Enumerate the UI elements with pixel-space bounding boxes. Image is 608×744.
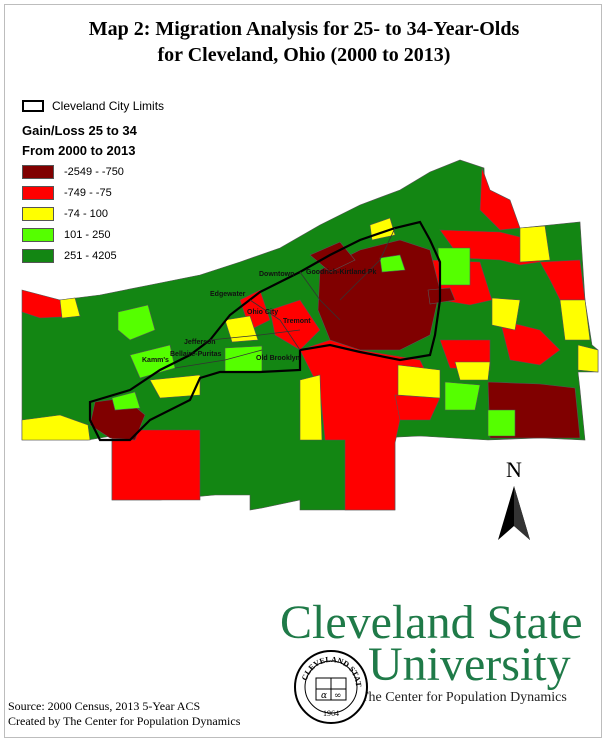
legend-city-limits: Cleveland City Limits: [22, 97, 212, 115]
north-arrow: N: [494, 458, 534, 549]
red-areas: [21, 167, 586, 511]
light-green-areas: [111, 247, 516, 437]
legend-swatch: [22, 185, 54, 200]
label-downtown: Downtown: [259, 271, 294, 278]
svg-text:∞: ∞: [334, 691, 342, 701]
source-line-2: Created by The Center for Population Dyn…: [8, 714, 241, 728]
seal-year: 1964: [323, 709, 339, 718]
city-limits-swatch: [22, 100, 44, 112]
map-legend: Cleveland City Limits Gain/Loss 25 to 34…: [22, 97, 212, 266]
place-labels: Downtown Goodrich-Kirtland Pk Edgewater …: [142, 269, 377, 364]
legend-item: -74 - 100: [22, 203, 212, 224]
legend-item-label: -749 - -75: [64, 186, 112, 199]
label-ohio-city: Ohio City: [247, 309, 278, 316]
csu-seal-icon: CLEVELAND STATE α ∞ 1964: [292, 648, 368, 724]
neighborhood-lines: [174, 227, 396, 369]
label-bellaire-puritas: Bellaire-Puritas: [170, 351, 221, 358]
legend-item: 251 - 4205: [22, 245, 212, 266]
source-note: Source: 2000 Census, 2013 5-Year ACS Cre…: [8, 699, 240, 729]
legend-item-label: 251 - 4205: [64, 249, 117, 262]
legend-items: -2549 - -750 -749 - -75 -74 - 100 101 - …: [22, 161, 212, 266]
legend-item: -749 - -75: [22, 182, 212, 203]
label-edgewater: Edgewater: [210, 291, 246, 298]
legend-swatch: [22, 248, 54, 263]
north-label: N: [506, 457, 522, 482]
label-old-brooklyn: Old Brooklyn: [256, 355, 300, 362]
yellow-areas: [21, 217, 599, 441]
label-kamms: Kamm's: [142, 357, 169, 364]
source-line-1: Source: 2000 Census, 2013 5-Year ACS: [8, 699, 201, 713]
legend-item-label: 101 - 250: [64, 228, 111, 241]
csu-name-line-2: University: [368, 638, 571, 691]
north-arrow-icon: [498, 486, 530, 540]
legend-item: 101 - 250: [22, 224, 212, 245]
csu-center-name: The Center for Population Dynamics: [360, 690, 567, 705]
map-frame: [4, 4, 602, 738]
label-tremont: Tremont: [283, 318, 311, 325]
legend-swatch: [22, 227, 54, 242]
legend-heading-2: From 2000 to 2013: [22, 143, 136, 158]
legend-swatch: [22, 206, 54, 221]
title-line-2: for Cleveland, Ohio (2000 to 2013): [157, 44, 451, 66]
svg-text:α: α: [321, 691, 327, 701]
label-goodrich-kirtland: Goodrich-Kirtland Pk: [306, 269, 377, 276]
map-title: Map 2: Migration Analysis for 25- to 34-…: [0, 16, 608, 68]
cleveland-city-limits: [88, 220, 442, 442]
title-line-1: Map 2: Migration Analysis for 25- to 34-…: [88, 18, 520, 40]
legend-swatch: [22, 164, 54, 179]
legend-item: -2549 - -750: [22, 161, 212, 182]
dark-red-areas: [89, 239, 581, 441]
city-limits-label: Cleveland City Limits: [52, 99, 165, 113]
legend-item-label: -74 - 100: [64, 207, 109, 220]
legend-item-label: -2549 - -750: [64, 165, 124, 178]
label-jefferson: Jefferson: [184, 339, 216, 346]
csu-name-line-1: Cleveland State: [280, 596, 583, 649]
legend-heading-1: Gain/Loss 25 to 34: [22, 123, 137, 138]
